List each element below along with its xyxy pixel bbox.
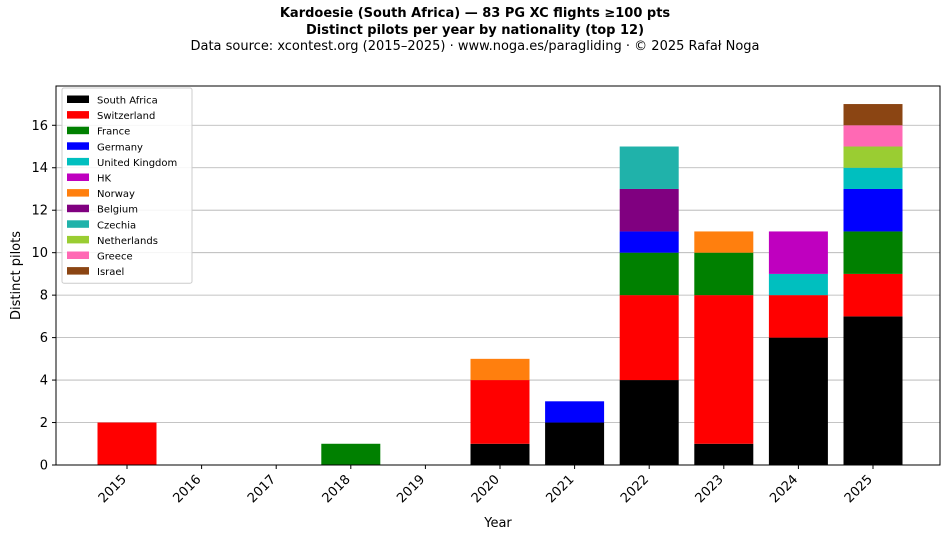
legend-swatch — [67, 95, 89, 103]
legend-label: United Kingdom — [97, 158, 177, 169]
bar-segment-south-africa-2024 — [768, 337, 828, 465]
legend-swatch — [67, 189, 89, 197]
legend-label: Greece — [97, 252, 133, 263]
chart-title: Kardoesie (South Africa) — 83 PG XC flig… — [279, 6, 671, 21]
legend-swatch — [67, 267, 89, 275]
bar-segment-switzerland-2025 — [843, 273, 903, 317]
bar-segment-switzerland-2015 — [97, 422, 157, 465]
y-tick-label: 2 — [40, 416, 48, 431]
bar-segment-south-africa-2022 — [619, 380, 679, 465]
x-tick-label: 2020 — [469, 472, 503, 506]
legend-label: Czechia — [97, 220, 136, 231]
bar-segment-germany-2021 — [545, 401, 605, 423]
bar-segment-france-2025 — [843, 231, 903, 274]
bar-segment-switzerland-2020 — [470, 380, 530, 444]
bar-segment-switzerland-2024 — [768, 295, 828, 338]
bar-segment-hk-2024 — [768, 231, 828, 274]
chart-source-line: Data source: xcontest.org (2015–2025) · … — [190, 39, 760, 54]
legend-label: Israel — [97, 267, 124, 278]
bar-segment-czechia-2022 — [619, 146, 679, 189]
bars-layer — [97, 104, 903, 465]
x-axis-label: Year — [483, 516, 512, 531]
bar-segment-south-africa-2023 — [694, 443, 754, 465]
y-tick-label: 16 — [31, 119, 48, 134]
legend-frame — [61, 87, 193, 284]
legend: South Africa Switzerland France Germany Unit… — [61, 87, 193, 284]
legend-swatch — [67, 251, 89, 259]
bar-segment-germany-2025 — [843, 188, 903, 232]
bar-segment-south-africa-2021 — [545, 422, 605, 465]
legend-swatch — [67, 142, 89, 150]
legend-swatch — [67, 173, 89, 181]
bar-segment-norway-2023 — [694, 231, 754, 253]
legend-label: Belgium — [97, 205, 138, 216]
bar-segment-france-2023 — [694, 252, 754, 296]
bar-segment-united-kingdom-2024 — [768, 273, 828, 296]
bar-segment-netherlands-2025 — [843, 146, 903, 168]
bar-segment-united-kingdom-2025 — [843, 167, 903, 189]
legend-label: Germany — [97, 142, 143, 153]
legend-label: Netherlands — [97, 236, 158, 247]
bar-segment-france-2022 — [619, 252, 679, 296]
bar-segment-israel-2025 — [843, 104, 903, 126]
legend-swatch — [67, 111, 89, 119]
legend-swatch — [67, 157, 89, 166]
bar-segment-france-2018 — [321, 443, 381, 465]
legend-label: Norway — [97, 189, 135, 200]
x-tick-label: 2021 — [543, 472, 577, 506]
bar-segment-norway-2020 — [470, 358, 530, 381]
bar-segment-greece-2025 — [843, 125, 903, 147]
legend-label: France — [97, 127, 130, 138]
bar-segment-south-africa-2020 — [470, 443, 530, 465]
y-tick-label: 10 — [31, 246, 48, 261]
x-tick-label: 2018 — [320, 472, 354, 506]
legend-swatch — [67, 235, 89, 244]
plot-frame — [55, 85, 941, 466]
legend-label: HK — [97, 174, 112, 185]
x-tick-label: 2022 — [618, 472, 652, 506]
x-tick-label: 2016 — [170, 472, 204, 506]
x-tick-label: 2017 — [245, 472, 279, 506]
legend-label: South Africa — [97, 96, 158, 107]
bar-segment-switzerland-2022 — [619, 295, 679, 381]
y-tick-label: 0 — [40, 459, 48, 474]
y-tick-label: 14 — [31, 161, 48, 176]
x-tick-label: 2024 — [767, 472, 801, 506]
x-tick-label: 2025 — [842, 472, 876, 506]
y-tick-label: 8 — [40, 289, 48, 304]
bar-segment-switzerland-2023 — [694, 295, 754, 444]
legend-swatch — [67, 220, 89, 228]
bar-segment-germany-2022 — [619, 231, 679, 253]
x-tick-label: 2023 — [693, 472, 727, 506]
legend-swatch — [67, 204, 89, 213]
bar-segment-belgium-2022 — [619, 188, 679, 232]
y-axis-label: Distinct pilots — [9, 231, 24, 320]
legend-swatch — [67, 126, 89, 135]
chart-subtitle: Distinct pilots per year by nationality … — [305, 22, 645, 38]
x-tick-label: 2019 — [394, 472, 428, 506]
legend-label: Switzerland — [97, 111, 155, 122]
y-axis: 0 2 4 6 8 10 12 14 16 — [31, 119, 56, 474]
x-axis: 2015 2016 2017 2018 2019 2020 2021 2022 2023 2024… — [96, 465, 876, 506]
bar-segment-south-africa-2025 — [843, 316, 903, 465]
y-tick-label: 4 — [40, 374, 48, 389]
x-tick-label: 2015 — [96, 472, 130, 506]
chart-title-block: Kardoesie (South Africa) — 83 PG XC flig… — [0, 6, 950, 56]
y-tick-label: 12 — [31, 204, 48, 219]
y-tick-label: 6 — [40, 331, 48, 346]
